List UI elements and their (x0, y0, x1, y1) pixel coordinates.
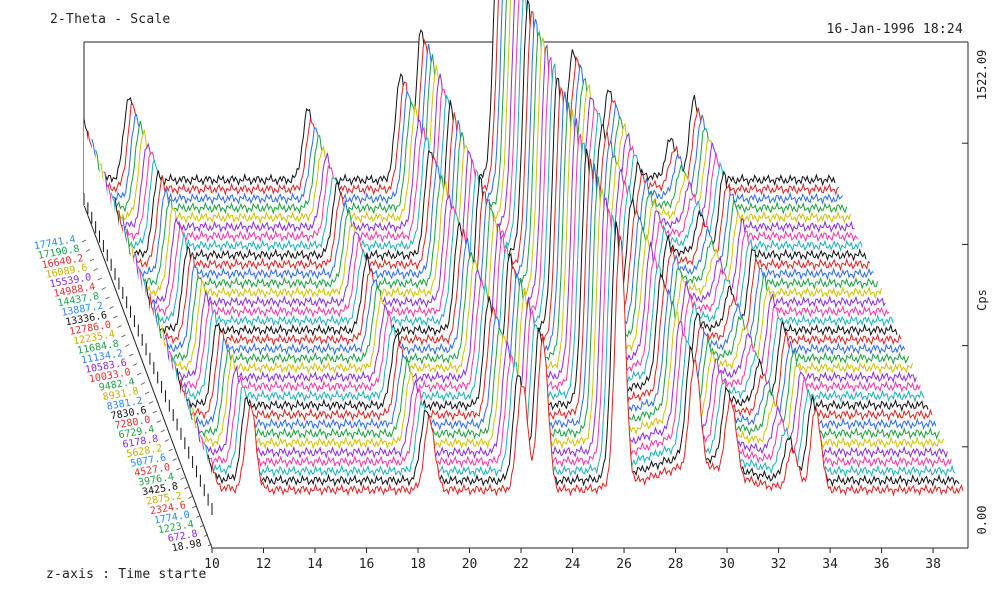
trace-fill (161, 109, 914, 394)
z-tick-mark (172, 458, 177, 461)
z-tick-mark (188, 496, 193, 499)
x-tick-label: 36 (874, 557, 890, 572)
x-tick-label: 20 (462, 557, 478, 572)
scan-trace (207, 221, 960, 488)
scan-trace (211, 235, 964, 497)
x-tick-label: 38 (925, 557, 941, 572)
scan-trace (203, 214, 956, 478)
x-tick-label: 32 (771, 557, 787, 572)
z-tick-mark (109, 306, 114, 309)
z-tick-mark (101, 287, 106, 290)
timestamp: 16-Jan-1996 18:24 (826, 22, 963, 37)
z-tick-mark (192, 505, 197, 509)
z-tick-mark (152, 410, 158, 414)
z-tick-mark (97, 277, 102, 281)
x-tick-label: 28 (668, 557, 684, 572)
z-axis: 17741.417190.816640.216089.615539.014988… (33, 234, 213, 554)
z-tick-mark (156, 420, 161, 423)
z-tick-mark (196, 515, 201, 518)
z-tick-mark (140, 382, 146, 385)
x-tick-label: 34 (822, 557, 838, 572)
z-tick-mark (93, 268, 98, 271)
z-tick-mark (105, 296, 110, 300)
x-tick-label: 10 (204, 557, 220, 572)
z-axis-label: z-axis : Time starte (46, 567, 207, 582)
x-axis: 10 12 14 16 18 20 22 24 26 28 30 32 34 36 38 (204, 548, 941, 572)
z-tick-mark (148, 401, 154, 404)
z-tick-mark (184, 486, 189, 490)
z-tick-mark (81, 239, 87, 243)
trace-group (83, 0, 964, 516)
z-tick-label: 18.98 (171, 538, 203, 554)
x-tick-label: 16 (359, 557, 375, 572)
z-tick-mark (203, 534, 209, 537)
z-tick-mark (113, 315, 118, 319)
x-tick-label: 22 (513, 557, 529, 572)
x-tick-label: 26 (616, 557, 632, 572)
x-tick-label: 30 (719, 557, 735, 572)
z-tick-mark (176, 467, 181, 471)
x-tick-label: 12 (256, 557, 272, 572)
y-tick-label: 0.00 (975, 506, 989, 535)
z-tick-mark (136, 372, 142, 376)
trace-fill (130, 37, 883, 319)
z-axis-line (83, 204, 213, 549)
z-tick-mark (125, 344, 130, 347)
z-tick-mark (129, 353, 134, 357)
z-tick-mark (160, 429, 165, 433)
x-tick-label: 18 (410, 557, 426, 572)
x-tick-label: 14 (307, 557, 323, 572)
x-tick-label: 24 (565, 557, 581, 572)
y-axis-label: Cps (975, 289, 989, 311)
z-tick-mark (207, 543, 213, 547)
y-tick-label: 1522.09 (975, 50, 989, 101)
z-tick-mark (180, 477, 185, 480)
scan-trace (199, 208, 952, 469)
z-tick-mark (117, 325, 122, 328)
z-tick-mark (85, 249, 91, 252)
z-tick-label: 672.8 (167, 529, 199, 545)
z-tick-mark (144, 391, 150, 395)
y-axis: 0.00 1522.09 Cps (962, 41, 989, 549)
chart-title: 2-Theta - Scale (50, 12, 171, 27)
z-tick-mark (164, 439, 169, 442)
z-tick-mark (121, 334, 126, 338)
z-tick-mark (89, 258, 95, 262)
z-tick-mark (133, 363, 138, 366)
z-tick-mark (168, 448, 173, 452)
z-tick-mark (199, 524, 205, 528)
